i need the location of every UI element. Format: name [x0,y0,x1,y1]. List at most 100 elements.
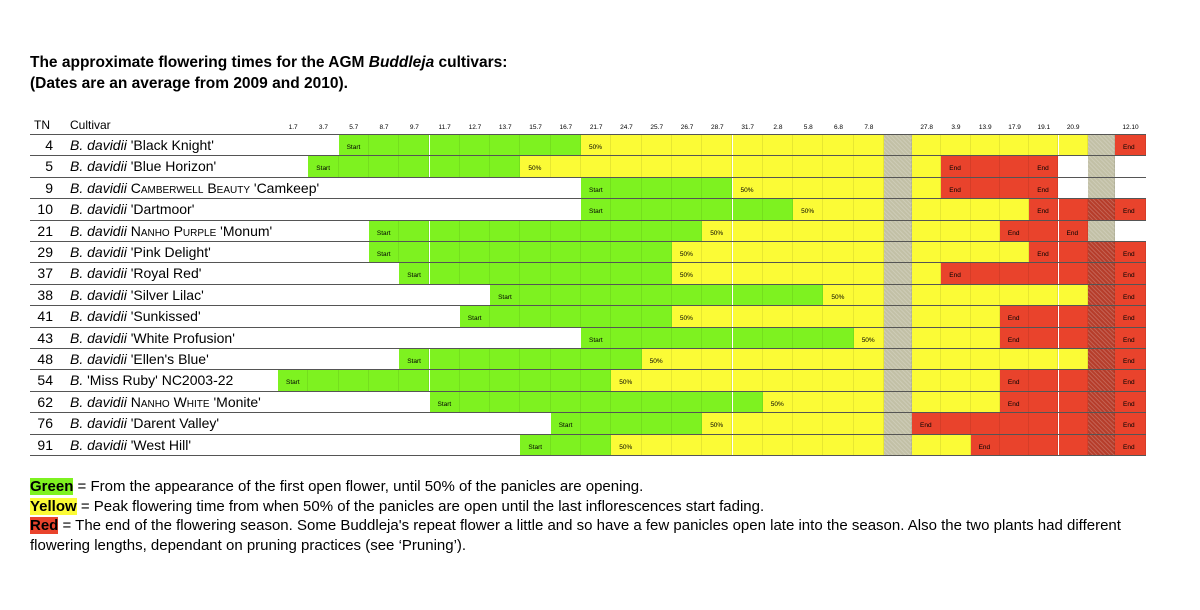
cell [999,349,1030,370]
cell [884,242,912,263]
cell [459,263,491,284]
date-header: 13.9 [978,124,992,131]
cell [399,370,430,391]
cell [941,327,971,348]
cell [429,349,460,370]
cell [999,242,1030,263]
cell [459,156,491,177]
cell [884,370,912,391]
cell [611,327,642,348]
tn: 76 [37,415,53,432]
legend-item: Yellow = Peak flowering time from when 5… [30,497,1145,517]
cell [823,370,854,391]
cell [970,135,1000,156]
cell [732,263,763,284]
bar-label: End [1123,422,1135,430]
cell [611,220,642,241]
rule [30,155,1146,157]
cell [793,177,824,199]
cell [641,242,672,263]
cell [429,156,460,177]
cell [884,327,912,348]
bar-label: End [1007,400,1020,408]
cell [1058,306,1088,327]
cell [1115,391,1146,413]
tn: 38 [37,286,53,303]
cell [823,306,854,327]
bar-label: 50% [770,400,784,408]
cell [853,177,884,199]
cell [793,220,824,241]
cell [884,284,912,306]
cell [702,135,733,156]
cell [368,370,400,391]
date-header: 9.7 [409,124,419,131]
date-header: 24.7 [620,124,633,131]
text-part: Nanho Purple [130,222,217,239]
tn: 43 [37,329,53,346]
cell [459,220,491,241]
cultivar: B. davidii 'Darent Valley' [70,415,219,431]
cell [941,263,971,284]
cell [1058,434,1088,455]
cell [671,242,703,263]
cultivar: B. davidii 'Silver Lilac' [70,287,204,303]
bar-label: Start [437,400,452,408]
cell [941,199,971,220]
cell [884,306,912,327]
cell [793,327,824,348]
text-part: B. davidii [70,415,127,432]
cell [1058,242,1088,263]
cell [490,220,521,241]
cell [1087,220,1115,241]
cell [1087,434,1115,455]
cell [520,263,551,284]
cell [1058,284,1088,306]
bar-label: End [1007,379,1020,387]
cell [641,370,672,391]
rule [30,198,1146,200]
cell [611,413,642,434]
cell [762,413,794,434]
cell [702,199,733,220]
date-header: 25.7 [650,124,664,131]
bar-label: 50% [861,336,875,344]
rule [30,283,1146,285]
cell [429,242,460,263]
cell [793,284,824,306]
date-header: 26.7 [680,124,694,131]
bar-label: Start [558,422,573,430]
tn: 54 [37,372,53,389]
cell [970,434,1000,455]
cell [550,284,581,306]
cell [611,434,642,455]
cell [999,391,1030,413]
date-header: 16.7 [559,124,573,131]
cell [459,391,491,413]
cell [853,391,884,413]
cultivar: B. davidii 'Dartmoor' [70,201,194,217]
date-header: 19.1 [1037,124,1051,131]
cell [999,263,1030,284]
cell [853,263,884,284]
cell [970,263,1000,284]
text-part: B. davidii [70,244,127,260]
cell [793,156,824,177]
text-part: B. [70,372,84,389]
cell [702,434,733,455]
cell [732,349,763,370]
text-part: 'Darent Valley' [126,415,220,432]
cell [1115,242,1146,263]
bar-label: End [1007,229,1020,237]
cell [823,434,854,455]
cell [490,135,521,156]
cell [429,263,460,284]
bar-label: End [1123,144,1135,151]
text-part: B. davidii [70,351,127,367]
cell [399,349,430,370]
bar-label: End [1123,400,1135,408]
date-header: 31.7 [741,124,754,131]
bar-label: End [1037,208,1049,216]
cell [641,199,672,220]
text-part: B. davidii [70,329,127,346]
